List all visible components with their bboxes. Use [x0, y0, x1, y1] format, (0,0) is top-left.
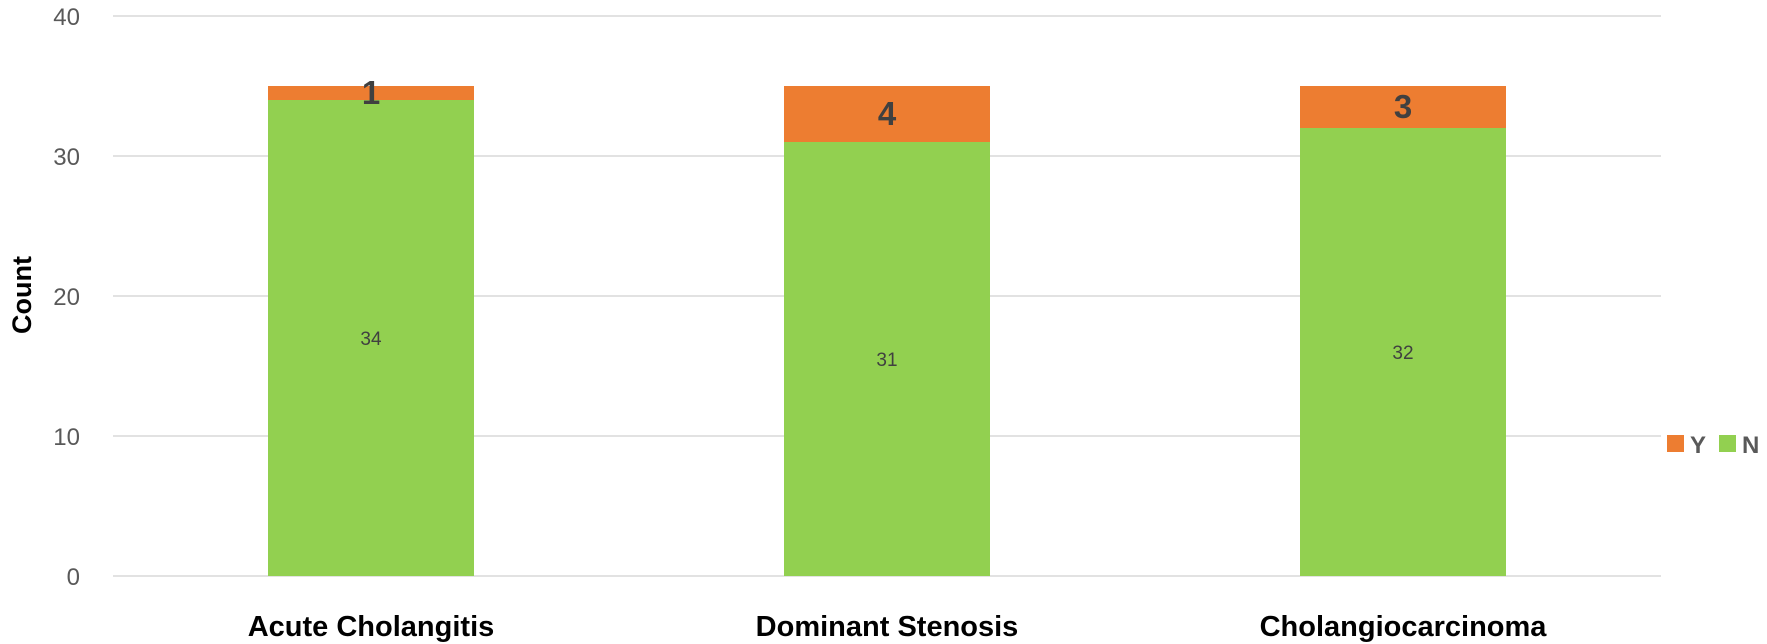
bar-y	[784, 86, 990, 142]
legend-swatch-n	[1719, 435, 1736, 452]
data-label-y: 3	[1394, 88, 1412, 125]
y-tick-label: 0	[67, 564, 80, 591]
bars	[268, 86, 1506, 576]
legend-label-n: N	[1742, 432, 1759, 459]
y-axis-ticks: 0 10 20 30 40	[53, 4, 80, 591]
data-label-n: 34	[360, 329, 382, 350]
bar-n	[784, 142, 990, 576]
x-axis-categories: Acute Cholangitis Dominant Stenosis Cholan…	[248, 611, 1548, 643]
bar-y	[268, 86, 474, 100]
x-category-label: Acute Cholangitis	[248, 611, 495, 643]
bar-y	[1300, 86, 1506, 128]
data-label-n: 32	[1392, 343, 1413, 364]
data-label-y: 4	[878, 95, 897, 132]
legend-swatch-y	[1667, 435, 1684, 452]
y-axis-label: Count	[7, 256, 37, 334]
x-category-label: Dominant Stenosis	[756, 611, 1019, 643]
data-label-n: 31	[876, 350, 897, 371]
data-label-y: 1	[362, 74, 380, 111]
y-tick-label: 20	[53, 284, 80, 311]
y-tick-label: 40	[53, 4, 80, 31]
bar-n	[268, 100, 474, 576]
x-category-label: Cholangiocarcinoma	[1260, 611, 1548, 643]
y-tick-label: 10	[53, 424, 80, 451]
legend-label-y: Y	[1690, 432, 1706, 459]
data-labels: 34 1 31 4 32 3	[360, 74, 1413, 371]
y-tick-label: 30	[53, 144, 80, 171]
bar-n	[1300, 128, 1506, 576]
